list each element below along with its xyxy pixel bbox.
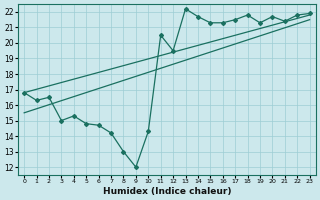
- X-axis label: Humidex (Indice chaleur): Humidex (Indice chaleur): [103, 187, 231, 196]
